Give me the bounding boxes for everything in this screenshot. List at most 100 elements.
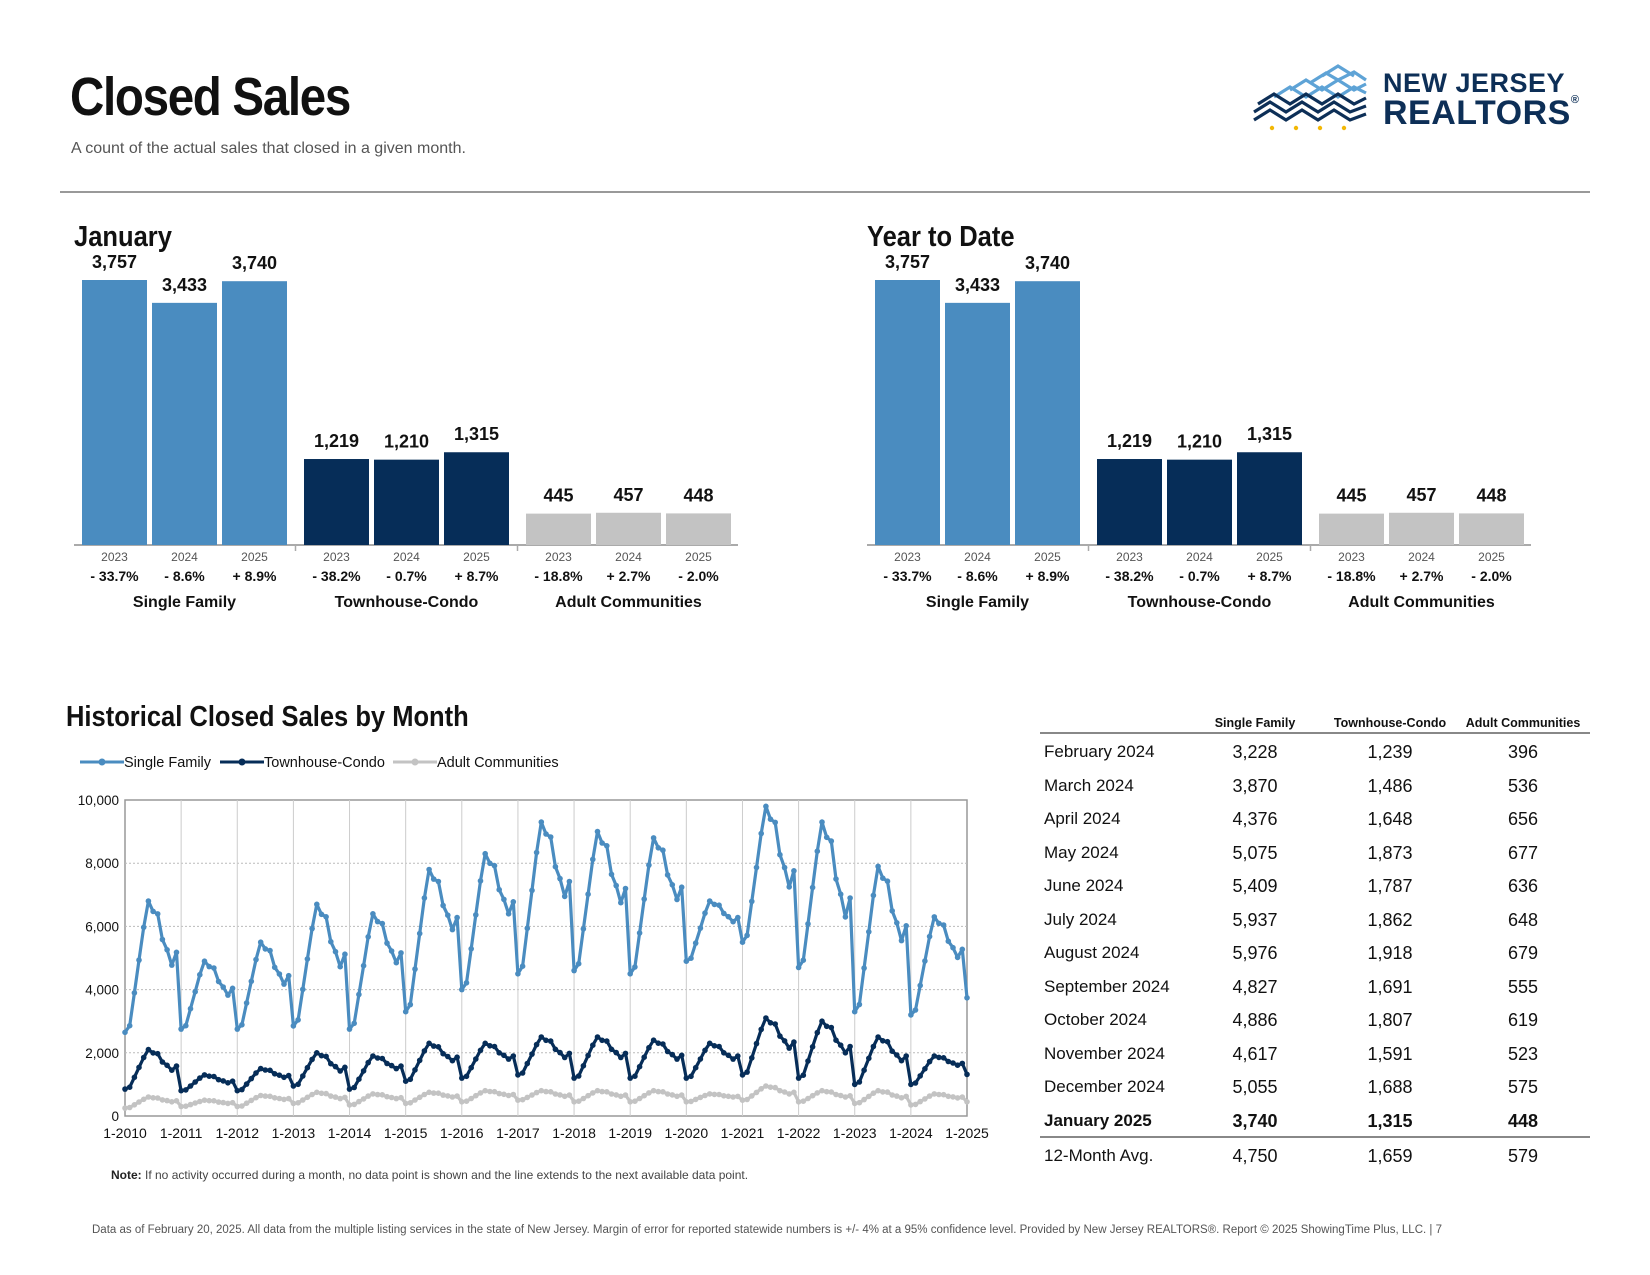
data-point — [749, 1093, 755, 1099]
data-point — [599, 1037, 605, 1044]
data-point — [678, 1052, 685, 1059]
data-point — [342, 1094, 348, 1101]
data-point — [187, 1083, 194, 1089]
historical-line-chart: Single Family Townhouse-Condo Adult Commun… — [78, 755, 989, 1141]
data-point — [861, 1096, 867, 1103]
data-point — [332, 1094, 339, 1100]
ytd-year-label: 2024 — [1186, 550, 1213, 564]
data-point — [613, 1092, 619, 1098]
data-point — [912, 1080, 919, 1086]
january-bar — [666, 513, 731, 545]
data-point — [239, 1103, 245, 1109]
data-point — [459, 986, 465, 993]
data-point — [650, 835, 657, 841]
data-point — [421, 1091, 428, 1098]
data-point — [496, 1050, 503, 1056]
data-point — [954, 1095, 961, 1101]
x-tick-label: 1-2015 — [384, 1125, 428, 1141]
data-point — [412, 1067, 418, 1073]
data-point — [561, 893, 568, 900]
data-point — [229, 1099, 236, 1106]
data-point — [730, 1094, 736, 1100]
data-point — [473, 1056, 479, 1062]
ytd-bar-value-label: 3,757 — [885, 252, 930, 272]
data-point — [936, 1054, 942, 1061]
data-point — [655, 1040, 662, 1046]
data-point — [487, 860, 493, 867]
data-point — [809, 1044, 816, 1050]
january-bar-value-label: 3,740 — [232, 253, 277, 273]
x-tick-label: 1-2017 — [496, 1125, 540, 1141]
data-point — [145, 1094, 152, 1100]
data-point — [763, 803, 769, 810]
data-point — [501, 896, 507, 903]
data-point — [412, 1097, 418, 1103]
data-point — [884, 1038, 891, 1045]
data-point — [786, 884, 792, 890]
row-value: 4,617 — [1232, 1043, 1278, 1064]
data-point — [636, 1095, 643, 1102]
monthly-table: Single Family Townhouse-Condo Adult Comm… — [1040, 712, 1590, 1170]
data-point — [388, 1062, 395, 1069]
data-point — [861, 1067, 867, 1073]
data-point — [154, 1095, 161, 1101]
data-point — [519, 1070, 526, 1076]
logo-line-2-text: REALTORS — [1383, 94, 1571, 132]
ytd-year-label: 2023 — [894, 550, 921, 564]
data-point — [632, 1098, 638, 1104]
ytd-bar-value-label: 445 — [1336, 486, 1366, 506]
data-point — [501, 1091, 507, 1098]
data-point — [533, 1041, 540, 1048]
x-tick-label: 1-2018 — [552, 1125, 596, 1141]
table-col-adult-communities: Adult Communities — [1465, 716, 1581, 730]
data-point — [641, 1054, 647, 1060]
data-point — [739, 939, 746, 945]
data-point — [781, 1089, 788, 1095]
data-point — [604, 1038, 610, 1044]
legend-marker — [98, 758, 106, 766]
table-row: March 2024 3,870 1,486 536 — [1040, 768, 1590, 802]
data-point — [505, 911, 512, 917]
data-point — [706, 1091, 713, 1097]
data-point — [407, 1100, 414, 1106]
table-row: February 2024 3,228 1,239 396 — [1040, 734, 1590, 768]
january-bar — [222, 281, 287, 545]
data-point — [931, 914, 938, 920]
data-point — [959, 1094, 966, 1100]
series-single-family — [122, 803, 970, 1036]
data-point — [767, 816, 774, 822]
data-point — [206, 1073, 212, 1079]
data-point — [248, 1097, 255, 1104]
x-tick-label: 1-2013 — [272, 1125, 316, 1141]
january-year-label: 2024 — [171, 550, 198, 564]
data-point — [655, 845, 662, 851]
data-point — [664, 1048, 671, 1055]
data-point — [842, 1094, 849, 1100]
data-point — [758, 830, 764, 837]
table-row: April 2024 4,376 1,648 656 — [1040, 801, 1590, 835]
data-point — [126, 1104, 133, 1111]
data-point — [543, 831, 549, 837]
data-point — [318, 1052, 325, 1059]
legend-label: Adult Communities — [437, 755, 559, 771]
data-point — [594, 1034, 601, 1040]
data-point — [585, 1092, 591, 1099]
data-point — [777, 851, 783, 858]
data-point — [856, 1079, 863, 1085]
ytd-bar — [1319, 513, 1384, 545]
data-point — [898, 1057, 905, 1064]
row-value: 448 — [1507, 1110, 1539, 1131]
data-point — [585, 1052, 591, 1059]
ytd-bar — [945, 302, 1010, 545]
data-point — [229, 1078, 236, 1084]
data-point — [735, 914, 741, 921]
data-point — [290, 1083, 297, 1089]
ytd-change-label: + 8.7% — [1248, 568, 1293, 584]
data-point — [225, 992, 231, 998]
january-change-label: - 18.8% — [534, 568, 583, 584]
data-point — [833, 1091, 839, 1098]
row-value: 1,648 — [1367, 809, 1413, 829]
data-point — [590, 856, 596, 863]
data-point — [856, 1099, 863, 1106]
data-point — [337, 1095, 344, 1102]
